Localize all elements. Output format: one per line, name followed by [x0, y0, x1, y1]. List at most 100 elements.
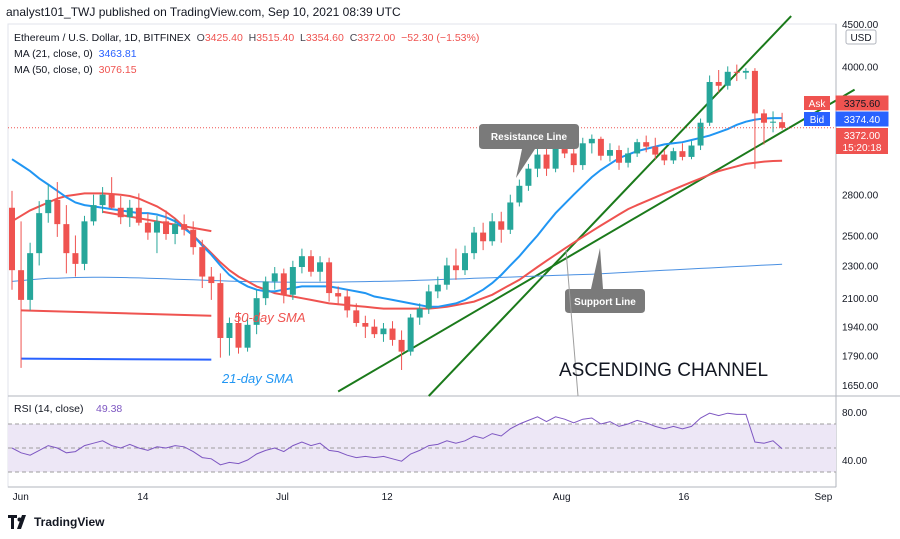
high-value: 3515.40	[256, 32, 295, 44]
candle-10	[99, 187, 106, 214]
candle-6	[63, 205, 70, 274]
candle-body-32	[298, 256, 305, 268]
candle-body-12	[117, 207, 124, 218]
support-callout[interactable]: Support Line	[565, 248, 645, 313]
candle-body-2	[27, 253, 34, 300]
candle-56	[516, 179, 523, 207]
candle-17	[163, 210, 170, 240]
time-tick-5: 16	[678, 492, 690, 503]
candle-1	[18, 221, 25, 368]
footer[interactable]: TradingView	[8, 515, 104, 529]
candle-40	[371, 319, 378, 338]
support-pointer	[565, 249, 579, 397]
candle-57	[525, 163, 532, 191]
candle-7	[72, 235, 79, 277]
candle-18	[172, 218, 179, 245]
ma21-ref-line	[21, 357, 212, 361]
candle-body-11	[108, 194, 115, 208]
channel-title: ASCENDING CHANNEL	[559, 360, 768, 381]
candle-68	[625, 147, 632, 168]
candle-body-82	[751, 70, 758, 114]
close-value: 3372.00	[357, 32, 396, 44]
resistance-callout[interactable]: Resistance Line	[479, 124, 579, 178]
time-tick-0: Jun	[13, 492, 29, 503]
candle-body-49	[452, 265, 459, 271]
candle-body-14	[135, 207, 142, 223]
candle-84	[770, 111, 777, 133]
candle-body-38	[353, 310, 360, 323]
candle-42	[389, 321, 396, 346]
candle-54	[498, 211, 505, 243]
candle-80	[733, 64, 740, 82]
candle-33	[307, 250, 314, 277]
candle-46	[425, 284, 432, 314]
candle-body-80	[733, 71, 740, 73]
candle-3	[36, 201, 43, 266]
footer-brand: TradingView	[34, 515, 105, 529]
candle-body-52	[480, 232, 487, 242]
price-axis: 4500.004000.003200.002800.002500.002300.…	[842, 20, 879, 392]
price-tick-3: 2800.00	[842, 191, 879, 202]
candle-5	[54, 182, 61, 237]
candle-body-9	[90, 205, 97, 222]
candle-4	[45, 184, 52, 223]
candle-body-31	[289, 267, 296, 295]
candle-77	[706, 75, 713, 126]
candle-body-40	[371, 326, 378, 335]
candle-body-33	[307, 256, 314, 272]
candle-body-16	[153, 221, 160, 233]
candle-body-48	[443, 265, 450, 285]
ma50-value: 3076.15	[98, 64, 137, 76]
candle-body-45	[416, 308, 423, 318]
candle-59	[543, 147, 550, 176]
legend-ma21-row[interactable]: MA (21, close, 0) 3463.81	[14, 48, 137, 60]
candle-body-54	[498, 221, 505, 230]
candle-49	[452, 248, 459, 280]
candle-16	[153, 215, 160, 254]
candle-body-60	[552, 148, 559, 169]
currency-tag[interactable]: USD	[845, 29, 877, 45]
top-bar: analyst101_TWJ published on TradingView.…	[0, 0, 900, 24]
candle-55	[507, 194, 514, 235]
candle-43	[398, 330, 405, 370]
candle-body-18	[172, 224, 179, 235]
candle-body-30	[280, 273, 287, 295]
candle-14	[135, 193, 142, 226]
last-value: 3372.00	[844, 131, 881, 142]
candle-body-15	[144, 222, 151, 233]
candle-79	[724, 66, 731, 90]
candle-body-55	[507, 202, 514, 230]
candle-73	[670, 147, 677, 164]
price-tick-6: 2100.00	[842, 294, 879, 305]
candle-body-10	[99, 194, 106, 206]
candle-body-62	[570, 153, 577, 166]
time-axis: Jun14Jul12Aug16Sep13	[13, 492, 833, 503]
candle-body-78	[715, 81, 722, 86]
candle-body-67	[616, 150, 623, 163]
candle-body-26	[244, 324, 251, 348]
candle-32	[298, 248, 305, 274]
candle-53	[489, 213, 496, 246]
support-line	[337, 88, 856, 393]
candle-body-64	[588, 138, 595, 144]
ma50-ref-line	[21, 309, 212, 317]
candle-72	[661, 150, 668, 166]
candle-body-47	[434, 284, 441, 292]
candle-50	[462, 245, 468, 275]
resistance-line	[428, 15, 792, 397]
candle-22	[208, 267, 215, 300]
rsi-line	[11, 412, 783, 466]
svg-text:USD: USD	[850, 33, 871, 44]
candle-body-27	[253, 298, 260, 325]
candle-body-69	[634, 142, 641, 154]
symbol-name[interactable]: Ethereum / U.S. Dollar, 1D, BITFINEX	[14, 32, 191, 44]
candle-24	[226, 317, 233, 356]
candle-body-3	[36, 213, 43, 254]
ask-tag: Ask 3375.60	[804, 95, 889, 111]
price-tick-9: 1650.00	[842, 381, 879, 392]
candle-body-13	[126, 207, 133, 218]
candle-81	[742, 68, 749, 80]
legend-ma50-row[interactable]: MA (50, close, 0) 3076.15	[14, 64, 137, 76]
candle-body-22	[208, 276, 215, 284]
